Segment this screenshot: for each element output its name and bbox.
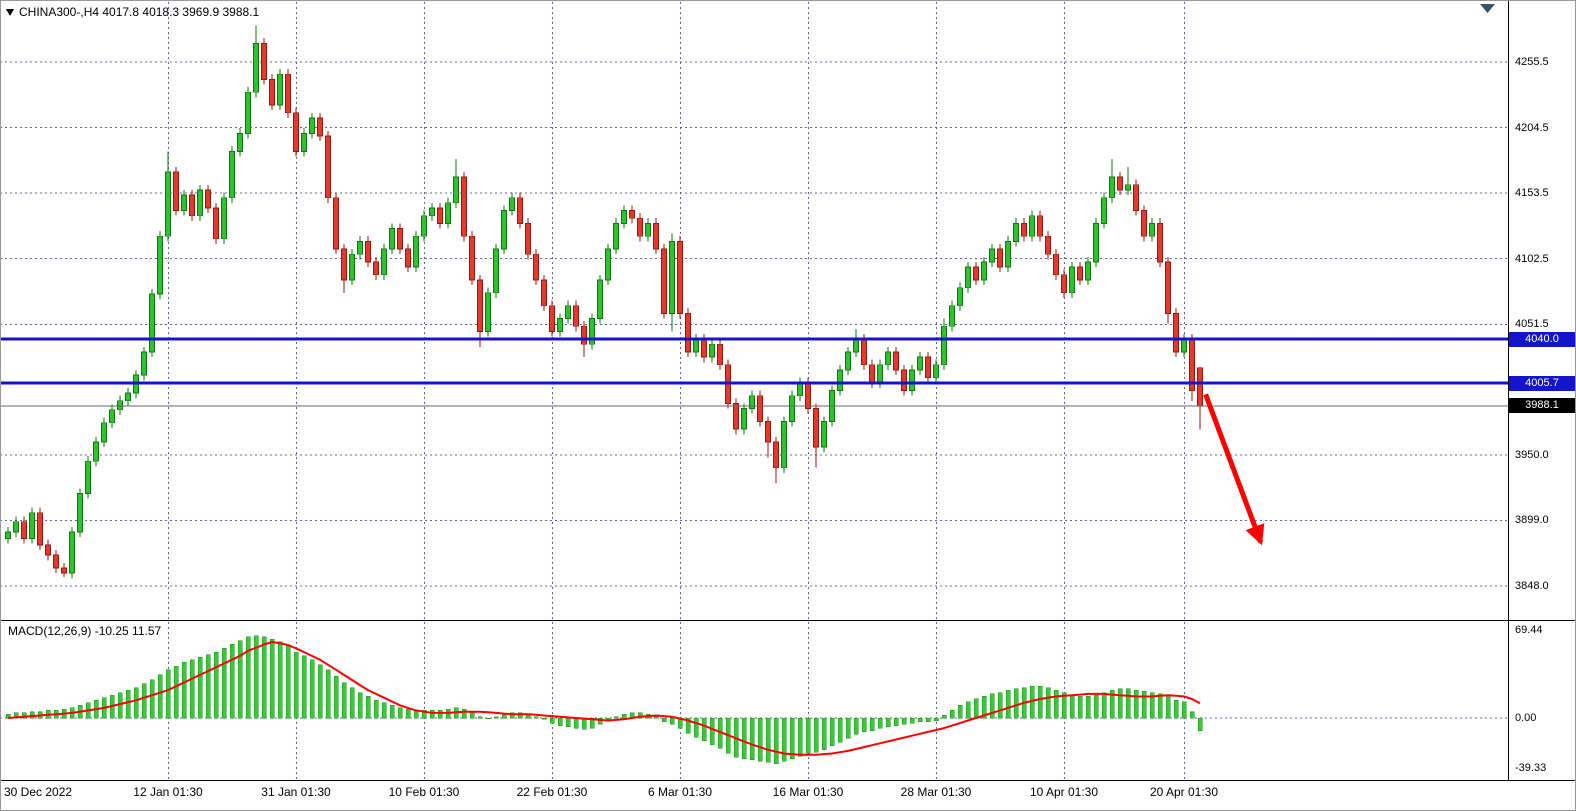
candlesticks xyxy=(5,25,1203,579)
chart-shift-marker-icon[interactable] xyxy=(1480,4,1495,13)
macd-histogram xyxy=(5,635,1203,764)
trend-arrow[interactable] xyxy=(1203,393,1265,546)
grid xyxy=(0,2,1508,780)
macd-signal-line xyxy=(7,641,1201,756)
